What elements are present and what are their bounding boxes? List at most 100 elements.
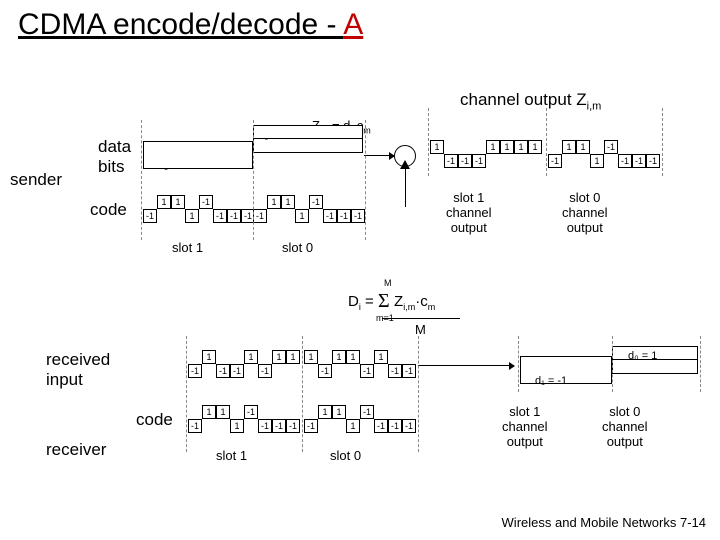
chip: -1 bbox=[199, 195, 213, 209]
chip: -1 bbox=[458, 154, 472, 168]
data-bits-label: data bits bbox=[98, 137, 131, 177]
chip: -1 bbox=[230, 364, 244, 378]
channel-out-slot1: 1-1-1-11111 bbox=[430, 140, 542, 168]
chip: 1 bbox=[318, 405, 332, 419]
slot0-chout-s: slot 0 channel output bbox=[562, 190, 608, 235]
chip: -1 bbox=[351, 209, 365, 223]
chip: -1 bbox=[388, 419, 402, 433]
chip: 1 bbox=[430, 140, 444, 154]
chip: -1 bbox=[374, 419, 388, 433]
arrowhead-code-in bbox=[400, 160, 410, 169]
channel-out-slot0: -1111-1-1-1-1 bbox=[548, 140, 660, 168]
sender-label: sender bbox=[10, 170, 62, 190]
chip: -1 bbox=[216, 364, 230, 378]
d0-bar-top bbox=[253, 125, 363, 139]
chip: 1 bbox=[590, 154, 604, 168]
di-equation: Di = M Σ m=1 Zi,m·cm bbox=[348, 290, 435, 313]
d0-bar-bot bbox=[253, 139, 363, 153]
chip: 1 bbox=[185, 209, 199, 223]
vline-code-in bbox=[405, 167, 406, 207]
slot1-chout-r: slot 1 channel output bbox=[502, 404, 548, 449]
chip: 1 bbox=[216, 405, 230, 419]
chip: -1 bbox=[258, 364, 272, 378]
chip: -1 bbox=[258, 419, 272, 433]
d1-bar-r2 bbox=[520, 356, 612, 370]
d0-bar-r bbox=[612, 346, 698, 360]
chip: -1 bbox=[213, 209, 227, 223]
chip: 1 bbox=[332, 350, 346, 364]
slot0-recv: slot 0 bbox=[330, 448, 361, 463]
page-title: CDMA encode/decode - A bbox=[18, 8, 363, 42]
dash1 bbox=[141, 120, 142, 240]
chip: -1 bbox=[388, 364, 402, 378]
chip: 1 bbox=[202, 405, 216, 419]
chip: -1 bbox=[143, 209, 157, 223]
chip: -1 bbox=[286, 419, 300, 433]
rdash1 bbox=[186, 336, 187, 452]
d1-bar-r bbox=[520, 370, 612, 384]
title-black: CDMA encode/decode - bbox=[18, 8, 343, 41]
chip: 1 bbox=[346, 350, 360, 364]
recv-row-slot1: -11-1-11-111 bbox=[188, 350, 300, 378]
chip: -1 bbox=[244, 405, 258, 419]
chip: -1 bbox=[632, 154, 646, 168]
chip: 1 bbox=[528, 140, 542, 154]
chip: -1 bbox=[472, 154, 486, 168]
chip: 1 bbox=[295, 209, 309, 223]
chip: -1 bbox=[337, 209, 351, 223]
rdash2 bbox=[302, 336, 303, 452]
chip: 1 bbox=[157, 195, 171, 209]
chip: -1 bbox=[323, 209, 337, 223]
chip: 1 bbox=[514, 140, 528, 154]
slot0-chout-r: slot 0 channel output bbox=[602, 404, 648, 449]
chip: 1 bbox=[202, 350, 216, 364]
chip: -1 bbox=[304, 419, 318, 433]
recv-code-slot1: -1111-1-1-1-1 bbox=[188, 405, 300, 433]
chip: -1 bbox=[604, 140, 618, 154]
chip: -1 bbox=[188, 419, 202, 433]
chip: 1 bbox=[230, 419, 244, 433]
chip: -1 bbox=[618, 154, 632, 168]
d1-bar-top bbox=[143, 141, 253, 155]
slot0-sender: slot 0 bbox=[282, 240, 313, 255]
M-denom: M bbox=[415, 322, 426, 337]
code-row-slot0: -1111-1-1-1-1 bbox=[253, 195, 365, 223]
received-input-label: received input bbox=[46, 350, 110, 390]
chip: -1 bbox=[402, 419, 416, 433]
chip: -1 bbox=[227, 209, 241, 223]
chip: 1 bbox=[171, 195, 185, 209]
chip: -1 bbox=[646, 154, 660, 168]
chip: 1 bbox=[286, 350, 300, 364]
footer: Wireless and Mobile Networks 7-14 bbox=[502, 515, 706, 530]
d0-bar-r2 bbox=[612, 360, 698, 374]
recv-code-slot0: -1111-1-1-1-1 bbox=[304, 405, 416, 433]
chip: -1 bbox=[309, 195, 323, 209]
chip: -1 bbox=[253, 209, 267, 223]
receiver-label: receiver bbox=[46, 440, 106, 460]
chip: -1 bbox=[360, 364, 374, 378]
slot1-recv: slot 1 bbox=[216, 448, 247, 463]
chip: 1 bbox=[267, 195, 281, 209]
dash3 bbox=[365, 120, 366, 240]
recv-row-slot0: 1-111-11-1-1 bbox=[304, 350, 416, 378]
fraction-bar bbox=[382, 318, 460, 319]
chip: 1 bbox=[304, 350, 318, 364]
chip: -1 bbox=[318, 364, 332, 378]
chip: 1 bbox=[281, 195, 295, 209]
chip: 1 bbox=[576, 140, 590, 154]
rdash4 bbox=[518, 336, 519, 392]
chip: 1 bbox=[244, 350, 258, 364]
dash6 bbox=[662, 108, 663, 176]
slot1-sender: slot 1 bbox=[172, 240, 203, 255]
code-row-slot1: -1111-1-1-1-1 bbox=[143, 195, 255, 223]
code-label-sender: code bbox=[90, 200, 127, 220]
chip: -1 bbox=[188, 364, 202, 378]
chip: 1 bbox=[486, 140, 500, 154]
chip: 1 bbox=[374, 350, 388, 364]
rdash3 bbox=[418, 336, 419, 452]
channel-output-label: channel output Zi,m bbox=[460, 90, 601, 112]
chip: -1 bbox=[402, 364, 416, 378]
dash4 bbox=[428, 108, 429, 176]
chip: -1 bbox=[548, 154, 562, 168]
rdash5 bbox=[612, 336, 613, 392]
